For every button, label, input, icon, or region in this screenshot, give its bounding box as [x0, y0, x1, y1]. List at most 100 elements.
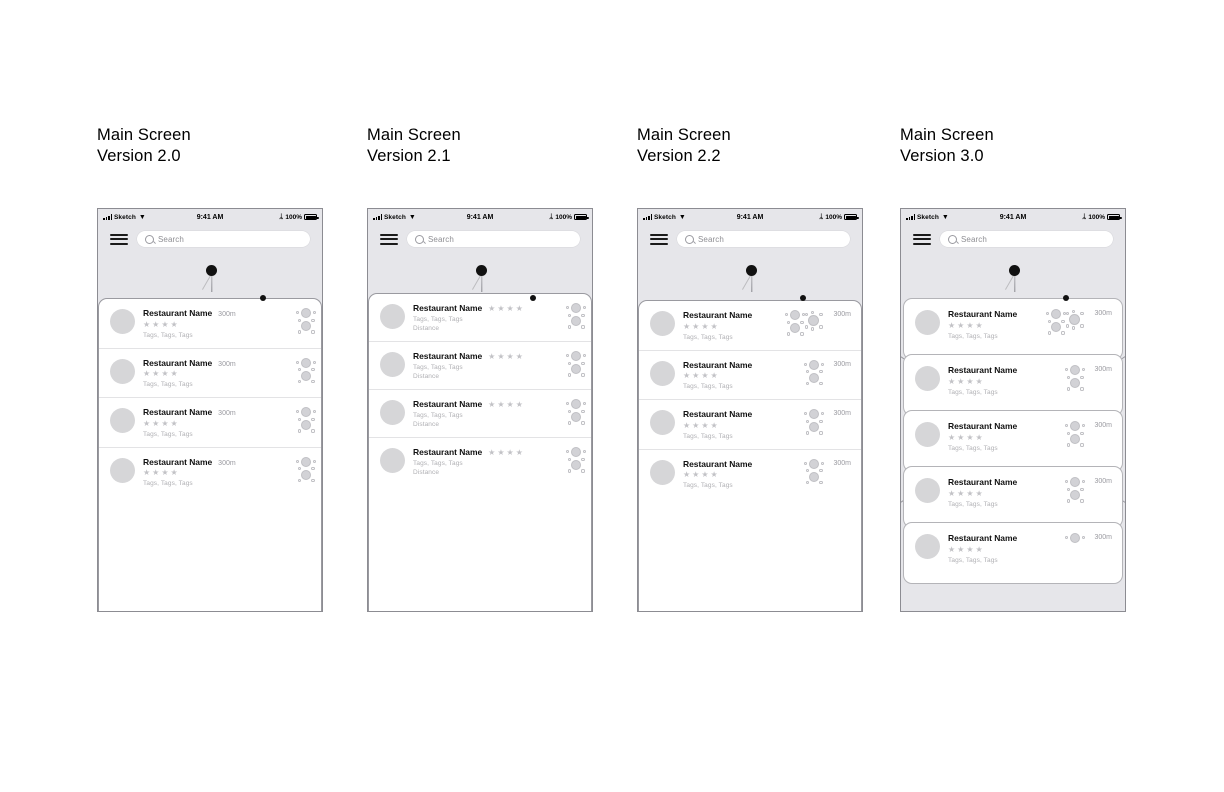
tags-label: Tags, Tags, Tags: [143, 430, 193, 438]
star-icon: ★: [692, 371, 700, 380]
map-pin-small[interactable]: [257, 295, 266, 311]
chair-icon: [819, 370, 823, 374]
chair-icon: [1046, 312, 1050, 316]
hamburger-menu-icon[interactable]: [110, 233, 128, 245]
search-row: Search: [368, 225, 592, 255]
tags-label: Tags, Tags, Tags: [683, 432, 733, 440]
chair-icon: [566, 354, 570, 358]
column-v21: Main Screen Version 2.1 Sketch ▼ 9:41 AM ᛦ 10…: [367, 125, 607, 612]
hamburger-menu-icon[interactable]: [913, 233, 931, 245]
rating-stars: ★ ★ ★ ★: [488, 305, 523, 313]
table-4-seat: [1047, 319, 1065, 335]
star-icon: ★: [506, 304, 514, 313]
table-4-seat: [805, 469, 823, 484]
restaurant-card[interactable]: Restaurant Name ★ ★ ★ ★ Tags, Tags, Tags 300m: [903, 466, 1123, 528]
star-icon: ★: [948, 376, 956, 386]
battery-icon: [304, 214, 319, 220]
search-input[interactable]: Search: [677, 231, 850, 247]
chair-icon: [581, 469, 585, 473]
star-icon: ★: [975, 544, 983, 554]
list-item[interactable]: Restaurant Name 300m ★ ★ ★ ★ Tags, Tags, Tags: [99, 299, 321, 349]
list-item[interactable]: Restaurant Name ★ ★ ★ ★ Tags, Tags, Tags 300m: [904, 523, 1122, 564]
list-item[interactable]: Restaurant Name 300m ★ ★ ★ ★ Tags, Tags, Tags: [99, 349, 321, 398]
hamburger-menu-icon[interactable]: [380, 233, 398, 245]
list-item[interactable]: Restaurant Name ★ ★ ★ ★ Tags, Tags, Tags 300m: [639, 351, 861, 400]
status-bar: Sketch ▼ 9:41 AM ᛦ 100%: [638, 209, 862, 225]
list-item-title-line: Restaurant Name 300m: [143, 308, 293, 318]
distance-label: 300m: [1094, 366, 1112, 373]
list-item[interactable]: Restaurant Name ★ ★ ★ ★ Tags, Tags, Tags 300m: [639, 450, 861, 499]
map-pin-small[interactable]: [797, 295, 806, 311]
bluetooth-icon: ᛦ: [1082, 213, 1087, 221]
star-icon: ★: [975, 320, 983, 330]
phone-mockup-v22: Sketch ▼ 9:41 AM ᛦ 100% Search Restaurant Name…: [637, 208, 863, 612]
list-item[interactable]: Restaurant Name ★ ★ ★ ★ Tags, Tags, Tags 300m: [904, 467, 1122, 508]
map-pin-large[interactable]: [472, 265, 487, 292]
chair-icon: [581, 313, 585, 317]
restaurant-card[interactable]: Restaurant Name ★ ★ ★ ★ Tags, Tags, Tags 300m: [903, 410, 1123, 472]
chair-icon: [820, 461, 824, 465]
restaurant-name: Restaurant Name: [948, 421, 1018, 431]
table-2-seat: [296, 407, 316, 417]
list-item-body: Restaurant Name ★ ★ ★ ★ Tags, Tags, Tags Dista…: [413, 399, 563, 428]
list-item[interactable]: Restaurant Name 300m ★ ★ ★ ★ Tags, Tags, Tags: [99, 398, 321, 448]
chair-icon: [581, 361, 585, 365]
star-icon: ★: [692, 321, 700, 331]
column-title: Main Screen Version 3.0: [900, 126, 994, 165]
avatar: [380, 400, 405, 425]
list-item-body: Restaurant Name 300m ★ ★ ★ ★ Tags, Tags, Tags: [143, 407, 293, 438]
map-pin-large[interactable]: [202, 265, 217, 292]
tags-label: Tags, Tags, Tags: [948, 556, 998, 564]
restaurant-name: Restaurant Name: [413, 351, 483, 361]
star-icon: ★: [957, 320, 965, 330]
avatar: [650, 410, 675, 435]
chair-icon: [819, 431, 823, 435]
star-icon: ★: [957, 544, 965, 554]
list-item-body: Restaurant Name ★ ★ ★ ★ Tags, Tags, Tags: [948, 421, 1062, 452]
list-item[interactable]: Restaurant Name ★ ★ ★ ★ Tags, Tags, Tags Dista…: [369, 438, 591, 485]
star-icon: ★: [966, 488, 974, 498]
star-icon: ★: [152, 369, 160, 378]
list-item[interactable]: Restaurant Name 300m ★ ★ ★ ★ Tags, Tags, Tags: [99, 448, 321, 497]
chair-icon: [566, 450, 570, 454]
restaurant-card[interactable]: Restaurant Name ★ ★ ★ ★ Tags, Tags, Tags 300m: [903, 298, 1123, 360]
chair-icon: [1066, 387, 1070, 391]
map-pin-large[interactable]: [1005, 265, 1020, 292]
search-input[interactable]: Search: [137, 231, 310, 247]
restaurant-card[interactable]: Restaurant Name ★ ★ ★ ★ Tags, Tags, Tags 300m: [903, 354, 1123, 416]
table-2-seat: [296, 456, 316, 467]
list-item[interactable]: Restaurant Name ★ ★ ★ ★ Tags, Tags, Tags Dista…: [369, 342, 591, 390]
star-icon: ★: [948, 320, 956, 330]
list-item[interactable]: Restaurant Name ★ ★ ★ ★ Tags, Tags, Tags Dista…: [369, 294, 591, 342]
list-item[interactable]: Restaurant Name ★ ★ ★ ★ Tags, Tags, Tags 300m: [904, 411, 1122, 452]
list-item[interactable]: Restaurant Name ★ ★ ★ ★ Tags, Tags, Tags Dista…: [369, 390, 591, 438]
map-pin-large[interactable]: [742, 265, 757, 292]
tags-label: Tags, Tags, Tags: [948, 332, 998, 340]
table-2-seat: [566, 399, 586, 409]
tags-label: Tags, Tags, Tags: [948, 388, 998, 396]
search-input[interactable]: Search: [940, 231, 1113, 247]
avatar: [915, 310, 940, 335]
search-input[interactable]: Search: [407, 231, 580, 247]
chair-icon: [311, 318, 315, 322]
star-icon: ★: [683, 420, 691, 430]
hamburger-menu-icon[interactable]: [650, 233, 668, 245]
chair-icon: [312, 410, 316, 414]
list-item-body: Restaurant Name ★ ★ ★ ★ Tags, Tags, Tags Dista…: [413, 303, 563, 332]
star-icon: ★: [488, 448, 496, 457]
list-item[interactable]: Restaurant Name ★ ★ ★ ★ Tags, Tags, Tags 300m: [639, 400, 861, 450]
status-bar-left: Sketch ▼: [103, 214, 146, 221]
chair-icon: [805, 370, 809, 374]
list-item[interactable]: Restaurant Name ★ ★ ★ ★ Tags, Tags, Tags 300m: [639, 301, 861, 351]
map-pin-small[interactable]: [527, 295, 536, 311]
list-item[interactable]: Restaurant Name ★ ★ ★ ★ Tags, Tags, Tags 300m: [904, 355, 1122, 396]
table-4-seat: [567, 457, 585, 473]
restaurant-card[interactable]: Restaurant Name ★ ★ ★ ★ Tags, Tags, Tags 300m: [903, 522, 1123, 584]
search-icon: [145, 234, 154, 244]
map-pin-small[interactable]: [1060, 295, 1069, 311]
avatar: [110, 408, 135, 433]
chair-icon: [1065, 424, 1069, 428]
list-item[interactable]: Restaurant Name ★ ★ ★ ★ Tags, Tags, Tags 300m: [904, 299, 1122, 340]
list-item-body: Restaurant Name ★ ★ ★ ★ Tags, Tags, Tags: [948, 533, 1062, 564]
distance-label: 300m: [1094, 310, 1112, 317]
